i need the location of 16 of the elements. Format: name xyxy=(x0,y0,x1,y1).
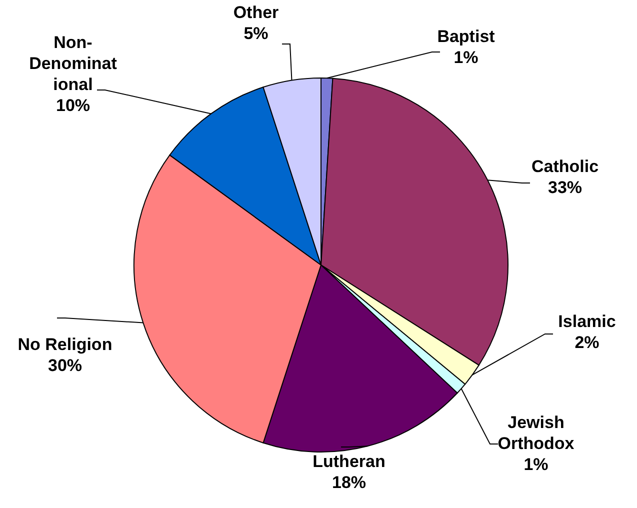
slice-label: Non-Denominational xyxy=(29,33,118,94)
data-label: 2% xyxy=(574,333,600,352)
slice-label: Lutheran xyxy=(312,452,386,471)
data-label: 18% xyxy=(332,473,366,492)
slice-label: Catholic xyxy=(531,157,599,176)
slice-label: No Religion xyxy=(18,335,112,354)
data-label: 30% xyxy=(48,356,82,375)
data-label: 10% xyxy=(56,96,90,115)
data-label: 5% xyxy=(244,24,268,43)
data-label: 1% xyxy=(454,48,478,67)
data-label: 33% xyxy=(548,178,582,197)
slice-label: Islamic xyxy=(558,312,616,331)
slice-label: Jewish Orthodox xyxy=(498,413,575,453)
slice-label: Baptist xyxy=(437,27,496,46)
data-label: 1% xyxy=(524,455,548,474)
slice-label: Other xyxy=(233,3,280,22)
